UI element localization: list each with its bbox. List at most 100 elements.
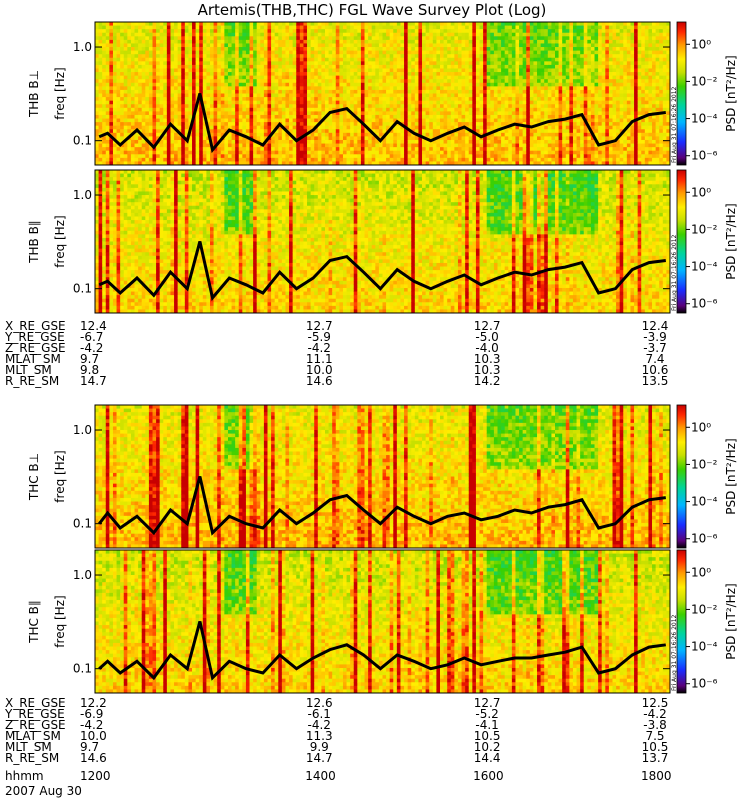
ephemeris-value: -3.9 (643, 330, 666, 344)
ephemeris-value: 9.7 (80, 740, 99, 754)
y-tick-label: 0.1 (73, 134, 92, 148)
colorbar-tick: 10⁻⁴ (691, 495, 718, 509)
y-tick-label: 0.1 (73, 662, 92, 676)
colorbar-tick: 10⁻² (691, 457, 718, 471)
time-tick-label: 1600 (473, 769, 504, 783)
colorbar (676, 404, 687, 549)
time-tick-label: 1800 (641, 769, 672, 783)
time-tick-labels: 1200 1400 1600 1800 (80, 769, 672, 783)
ephemeris-block-2: X_RE_GSE 12.2 12.6 12.7 12.5 Y_RE_GSE -6.9 -6.1… (4, 696, 668, 765)
ephemeris-value: -6.9 (80, 707, 103, 721)
plot-timestamp: Fri Aug 31 07:16:26 2012 (671, 86, 678, 163)
colorbar (676, 549, 687, 694)
ephemeris-value: 12.7 (306, 319, 333, 333)
ephemeris-value: -5.9 (308, 330, 331, 344)
ephemeris-value: 12.7 (474, 319, 501, 333)
ephemeris-label: X_RE_GSE (5, 319, 66, 333)
y-tick-label: 1.0 (73, 568, 92, 582)
colorbar-tick: 10⁰ (691, 185, 711, 199)
ephemeris-value: 10.3 (474, 352, 501, 366)
ephemeris-value: 10.2 (474, 740, 501, 754)
ephemeris-value: 14.6 (306, 374, 333, 388)
spectrogram-cells (95, 550, 671, 694)
ephemeris-value: -6.1 (308, 707, 331, 721)
plot-timestamp: Fri Aug 31 07:16:26 2012 (671, 234, 678, 311)
ephemeris-value: 14.7 (306, 751, 333, 765)
ephemeris-value: 10.6 (642, 363, 669, 377)
colorbar-label: PSD [nT²/Hz] (724, 203, 738, 279)
ephemeris-value: 13.5 (642, 374, 669, 388)
ephemeris-value: 14.4 (474, 751, 501, 765)
ephemeris-label: X_RE_GSE (5, 696, 66, 710)
ephemeris-value: -4.2 (308, 718, 331, 732)
ephemeris-value: 10.5 (474, 729, 501, 743)
y-tick-label: 1.0 (73, 423, 92, 437)
colorbar-label: PSD [nT²/Hz] (724, 438, 738, 514)
y-tick-label: 1.0 (73, 40, 92, 54)
ephemeris-block-1: X_RE_GSE 12.4 12.7 12.7 12.4 Y_RE_GSE -6.7 -5.9… (4, 319, 668, 388)
y-tick-label: 1.0 (73, 188, 92, 202)
panel-1: 1.0 0.1 THB B⊥ freq [Hz] 10⁰ 10⁻² 10⁻⁴ 10⁻⁶ PSD … (27, 21, 738, 166)
ephemeris-value: 7.5 (645, 729, 664, 743)
y-tick-label: 0.1 (73, 282, 92, 296)
colorbar-tick: 10⁻⁶ (691, 297, 718, 311)
ephemeris-label: MLT_SM (5, 740, 52, 754)
colorbar (676, 21, 687, 166)
ephemeris-label: Y_RE_GSE (4, 330, 65, 344)
colorbar-tick: 10⁰ (691, 37, 711, 51)
colorbar (676, 169, 687, 314)
colorbar-tick: 10⁻⁶ (691, 532, 718, 546)
ephemeris-value: 12.5 (642, 696, 669, 710)
ephemeris-value: 13.7 (642, 751, 669, 765)
ephemeris-label: MLT_SM (5, 363, 52, 377)
ephemeris-label: Z_RE_GSE (5, 718, 66, 732)
ephemeris-value: -5.2 (475, 707, 498, 721)
ephemeris-label: Y_RE_GSE (4, 707, 65, 721)
colorbar-tick: 10⁻² (691, 74, 718, 88)
ephemeris-value: 10.5 (642, 740, 669, 754)
ephemeris-value: 11.1 (306, 352, 333, 366)
ephemeris-value: -5.0 (475, 330, 498, 344)
y-axis-label: freq [Hz] (53, 215, 67, 267)
colorbar-tick: 10⁰ (691, 565, 711, 579)
ephemeris-value: 10.3 (474, 363, 501, 377)
ephemeris-value: -4.2 (643, 707, 666, 721)
ephemeris-value: 9.9 (310, 740, 329, 754)
ephemeris-label: MLAT_SM (5, 352, 61, 366)
colorbar-tick: 10⁻⁴ (691, 260, 718, 274)
ephemeris-value: 14.2 (474, 374, 501, 388)
ephemeris-value: 9.8 (80, 363, 99, 377)
time-tick-label: 1200 (80, 769, 111, 783)
panel-label: THC B∥ (27, 600, 41, 644)
y-axis-label: freq [Hz] (53, 67, 67, 119)
y-axis-label: freq [Hz] (53, 450, 67, 502)
trace-line (98, 93, 666, 154)
plot-timestamp: Fri Aug 31 07:16:26 2012 (671, 614, 678, 691)
ephemeris-label: MLAT_SM (5, 729, 61, 743)
panel-label: THB B⊥ (27, 70, 41, 118)
ephemeris-value: -4.0 (475, 341, 498, 355)
colorbar-label: PSD [nT²/Hz] (724, 55, 738, 131)
colorbar-tick: 10⁻⁶ (691, 149, 718, 163)
y-axis-label: freq [Hz] (53, 595, 67, 647)
colorbar-tick: 10⁻² (691, 222, 718, 236)
colorbar-label: PSD [nT²/Hz] (724, 583, 738, 659)
time-tick-label: 1400 (305, 769, 336, 783)
colorbar-tick: 10⁻⁴ (691, 640, 718, 654)
time-axis-label: hhmm (5, 769, 44, 783)
ephemeris-value: 10.0 (80, 729, 107, 743)
ephemeris-value: -3.7 (643, 341, 666, 355)
spectrogram-cells (95, 405, 671, 549)
colorbar-tick: 10⁻² (691, 602, 718, 616)
ephemeris-value: 12.6 (306, 696, 333, 710)
panel-frame (94, 404, 671, 549)
figure-title: Artemis(THB,THC) FGL Wave Survey Plot (L… (198, 1, 547, 19)
ephemeris-label: R_RE_SM (5, 751, 59, 765)
colorbar-tick: 10⁻⁴ (691, 112, 718, 126)
trace-line (98, 621, 667, 681)
ephemeris-value: -4.2 (80, 341, 103, 355)
ephemeris-tables: X_RE_GSE 12.4 12.7 12.7 12.4 Y_RE_GSE -6.7 -5.9… (4, 319, 668, 765)
panel-label: THC B⊥ (27, 453, 41, 501)
spectrogram-panels: 1.0 0.1 THB B⊥ freq [Hz] 10⁰ 10⁻² 10⁻⁴ 10⁻⁶ PSD … (27, 21, 738, 694)
